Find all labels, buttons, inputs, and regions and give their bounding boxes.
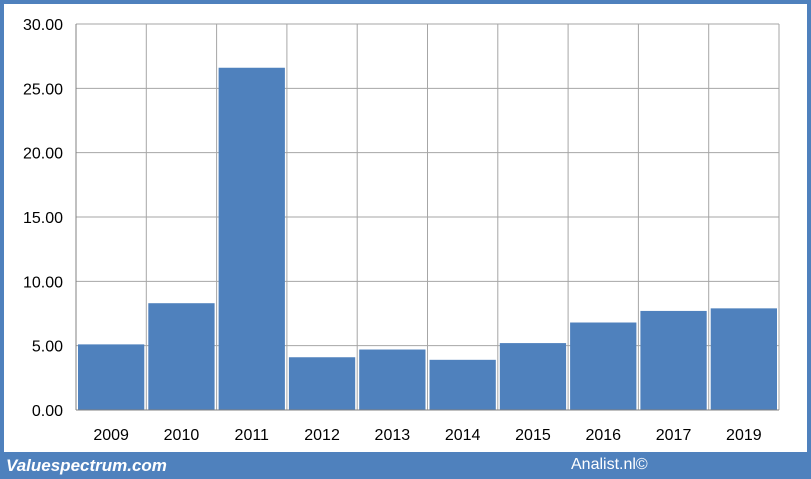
y-tick-label: 0.00 [32,403,63,420]
y-tick-label: 25.00 [23,81,63,98]
bar-2014 [429,359,496,410]
x-tick-label: 2015 [515,427,551,444]
bar-2016 [570,322,637,410]
bar-2013 [359,349,426,410]
bar-2010 [148,303,215,410]
y-tick-label: 10.00 [23,274,63,291]
y-tick-label: 5.00 [32,339,63,356]
y-tick-label: 20.00 [23,146,63,163]
x-tick-label: 2014 [445,427,481,444]
y-tick-label: 15.00 [23,210,63,227]
bar-2011 [218,67,285,410]
footer-credit: Analist.nl© [571,456,648,473]
footer-bar [0,452,811,479]
bar-2019 [710,308,777,410]
tick-labels: 0.00 5.00 10.00 15.00 20.00 25.00 30.00 2009 201… [23,17,762,444]
bars [78,67,777,410]
bar-2015 [499,343,567,410]
x-tick-label: 2013 [375,427,411,444]
bar-2017 [640,310,707,410]
axes [75,24,779,411]
x-tick-label: 2010 [164,427,200,444]
x-tick-label: 2009 [93,427,129,444]
x-tick-label: 2017 [656,427,692,444]
bar-chart: 0.00 5.00 10.00 15.00 20.00 25.00 30.00 2009 201… [23,17,780,444]
footer-brand: Valuespectrum.com [6,456,167,475]
y-tick-label: 30.00 [23,17,63,34]
bar-2009 [78,344,145,410]
x-tick-label: 2016 [585,427,621,444]
x-tick-label: 2011 [235,427,270,444]
x-tick-label: 2012 [304,427,340,444]
x-tick-label: 2019 [726,427,762,444]
bar-2012 [288,357,356,410]
